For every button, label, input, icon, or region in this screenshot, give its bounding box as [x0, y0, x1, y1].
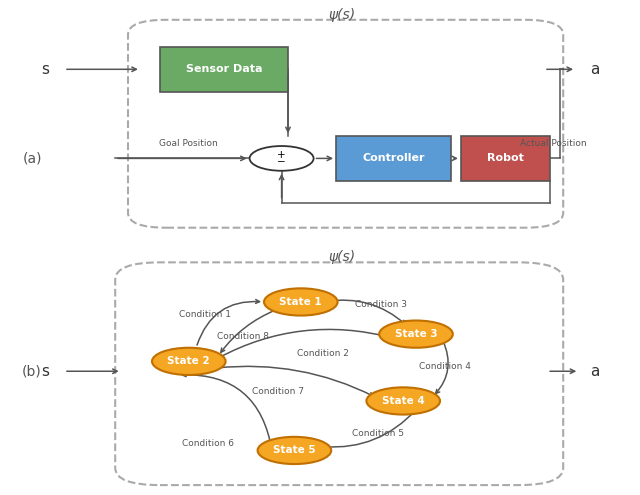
Circle shape: [250, 146, 314, 171]
Text: Condition 5: Condition 5: [351, 429, 404, 438]
Text: Actual Position: Actual Position: [520, 139, 587, 148]
Text: Controller: Controller: [362, 153, 425, 163]
Ellipse shape: [264, 288, 338, 316]
Text: s: s: [41, 62, 49, 77]
Text: ψ(s): ψ(s): [329, 8, 356, 22]
Text: a: a: [591, 62, 600, 77]
Ellipse shape: [258, 437, 332, 464]
Text: (b): (b): [22, 364, 42, 378]
Text: State 4: State 4: [382, 396, 424, 406]
FancyBboxPatch shape: [115, 262, 563, 485]
Ellipse shape: [366, 387, 440, 415]
Text: (a): (a): [22, 151, 42, 165]
FancyBboxPatch shape: [160, 47, 288, 92]
Text: Condition 6: Condition 6: [182, 439, 234, 447]
Text: +: +: [277, 149, 286, 160]
Text: State 5: State 5: [273, 446, 316, 455]
Text: Condition 4: Condition 4: [419, 362, 471, 371]
Text: State 3: State 3: [395, 329, 437, 339]
FancyBboxPatch shape: [336, 136, 451, 181]
Ellipse shape: [152, 347, 226, 375]
Text: Condition 2: Condition 2: [297, 349, 349, 358]
Text: −: −: [277, 157, 286, 167]
Ellipse shape: [379, 321, 453, 347]
Text: ψ(s): ψ(s): [329, 250, 356, 264]
Text: Condition 3: Condition 3: [355, 300, 407, 309]
Text: Condition 7: Condition 7: [252, 387, 305, 396]
Text: Condition 1: Condition 1: [179, 310, 231, 319]
FancyBboxPatch shape: [128, 20, 563, 228]
Text: State 1: State 1: [280, 297, 322, 307]
Text: s: s: [41, 364, 49, 379]
FancyBboxPatch shape: [461, 136, 550, 181]
Text: a: a: [591, 364, 600, 379]
Text: Sensor Data: Sensor Data: [186, 64, 262, 74]
Text: Goal Position: Goal Position: [159, 139, 218, 148]
Text: Robot: Robot: [487, 153, 524, 163]
Text: State 2: State 2: [168, 356, 210, 366]
Text: Condition 8: Condition 8: [217, 332, 269, 341]
